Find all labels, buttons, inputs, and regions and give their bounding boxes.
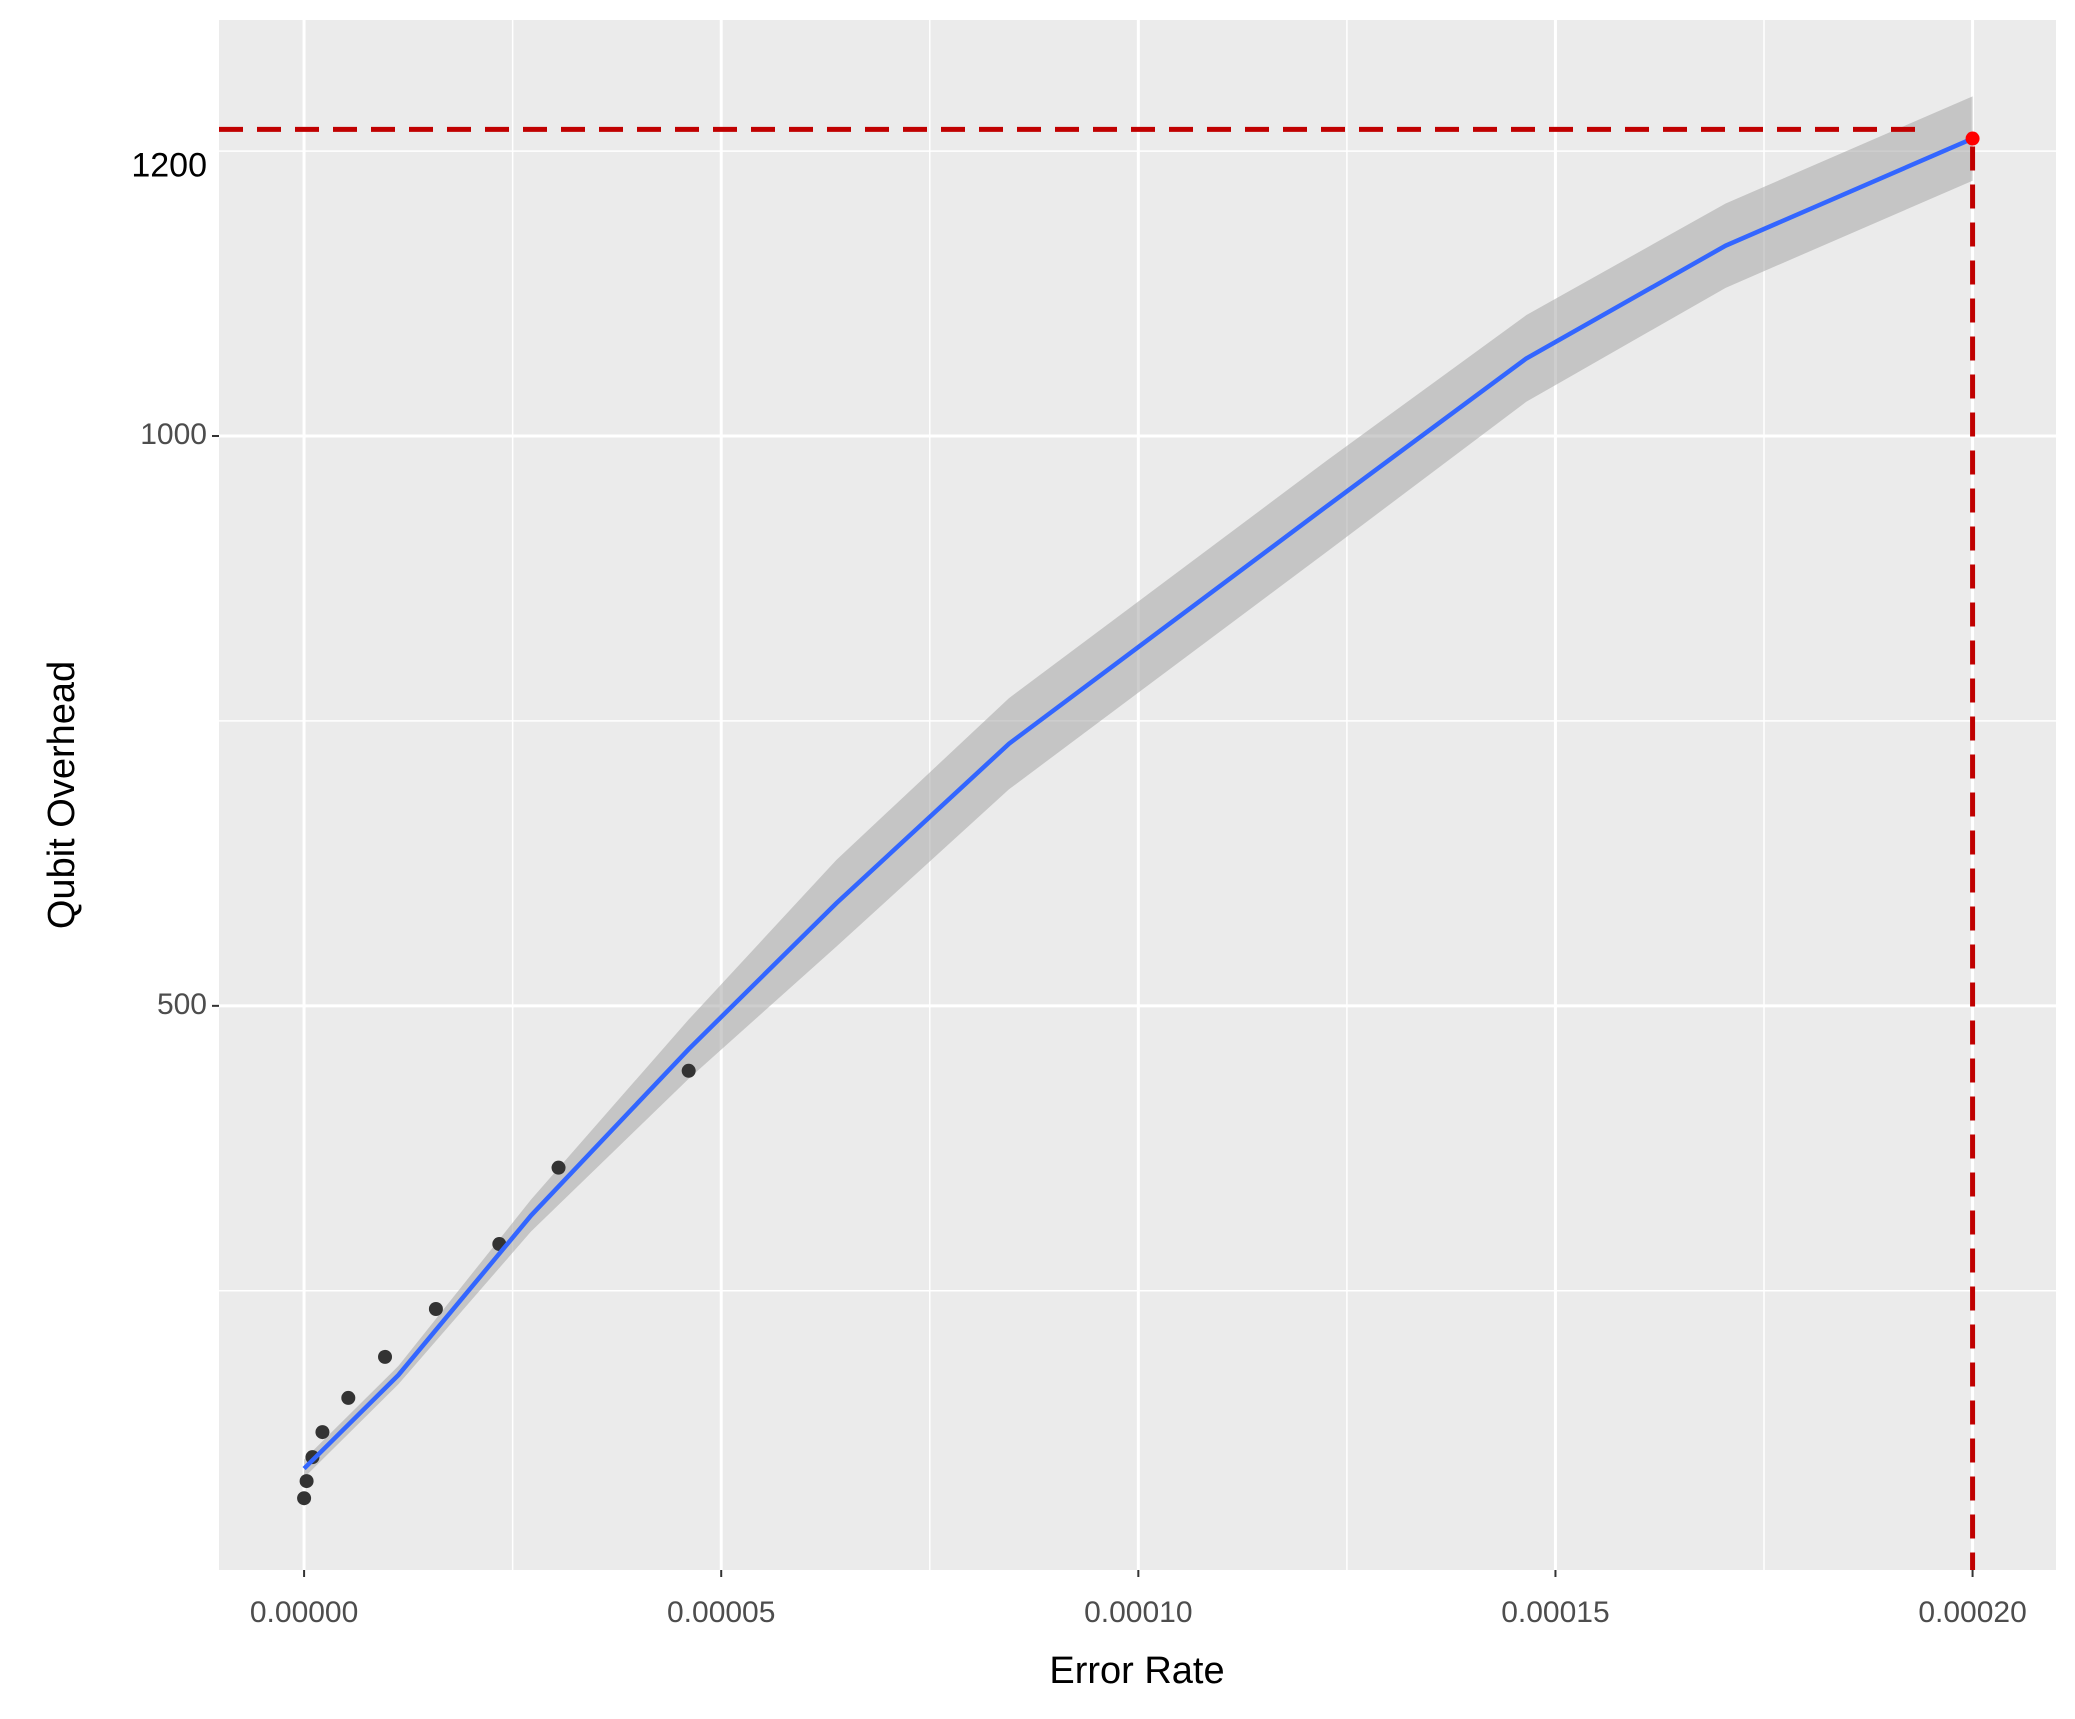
x-tick-label: 0.00005 — [667, 1596, 775, 1629]
data-point — [378, 1349, 393, 1364]
x-tick-label: 0.00000 — [250, 1596, 358, 1629]
data-point — [341, 1390, 356, 1405]
data-point — [551, 1160, 566, 1175]
x-tick-label: 0.00015 — [1501, 1596, 1609, 1629]
data-point — [428, 1302, 443, 1317]
fit-line — [302, 136, 1974, 1471]
highlight-point — [1965, 131, 1980, 146]
x-axis-title: Error Rate — [1049, 1650, 1224, 1692]
data-point — [681, 1063, 696, 1078]
data-point — [297, 1491, 312, 1506]
x-tick-label: 0.00010 — [1084, 1596, 1192, 1629]
data-point — [299, 1474, 314, 1489]
confidence-band — [304, 96, 1973, 1478]
y-axis-title: Qubit Overhead — [41, 661, 83, 929]
y-tick-label: 500 — [157, 988, 207, 1021]
x-tick-label: 0.00020 — [1918, 1596, 2026, 1629]
annotation: 1200 — [131, 146, 207, 184]
y-tick-label: 1000 — [140, 418, 207, 451]
data-point — [315, 1425, 330, 1440]
